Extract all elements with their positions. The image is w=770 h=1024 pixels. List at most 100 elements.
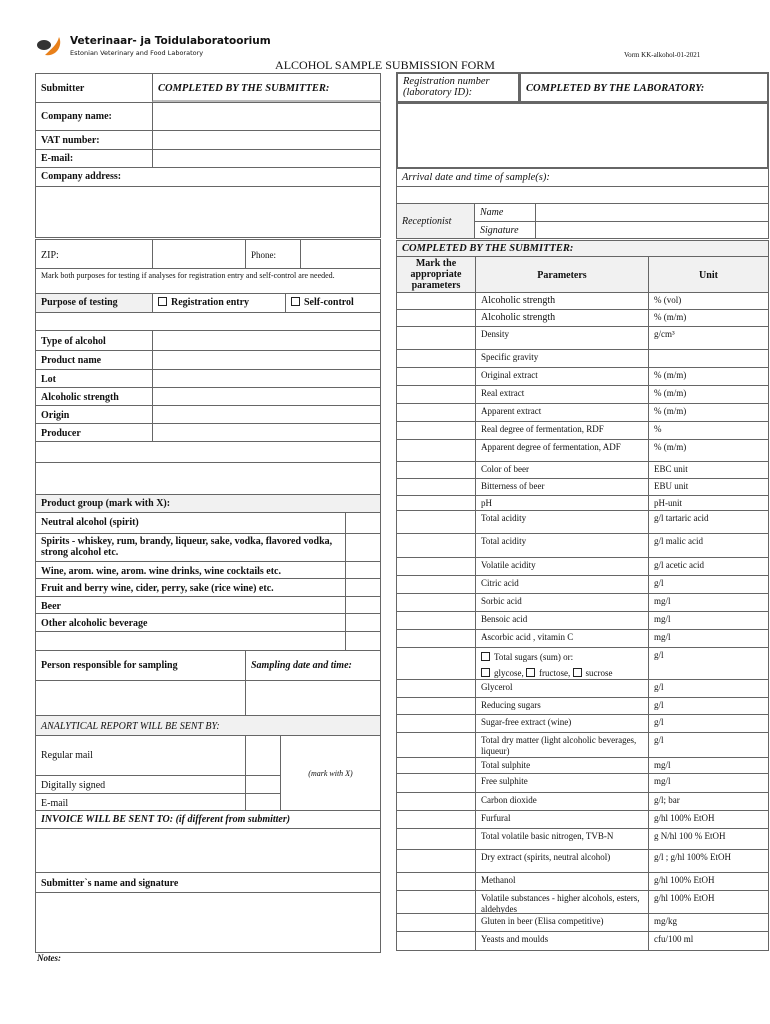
parameter-mark-cell[interactable] xyxy=(396,611,476,630)
product-group-mark[interactable] xyxy=(345,631,381,651)
parameter-mark-cell[interactable] xyxy=(396,679,476,698)
signature-input[interactable] xyxy=(35,892,381,953)
vat-input[interactable] xyxy=(152,130,381,150)
parameter-row: Glycerol xyxy=(475,679,649,698)
product-group-option: Other alcoholic beverage xyxy=(35,613,346,632)
glycose-label: glycose, xyxy=(494,668,524,678)
parameter-name: Methanol xyxy=(481,875,516,885)
arrival-input[interactable] xyxy=(396,186,769,204)
product-group-mark[interactable] xyxy=(345,561,381,579)
digitally-signed-mark[interactable] xyxy=(245,775,281,794)
producer-input[interactable] xyxy=(152,423,381,442)
parameter-unit: % xyxy=(648,421,769,440)
lot-input[interactable] xyxy=(152,369,381,388)
parameter-mark-cell[interactable] xyxy=(396,647,476,680)
parameter-mark-cell[interactable] xyxy=(396,872,476,891)
parameter-mark-cell[interactable] xyxy=(396,461,476,479)
col-params-header: Parameters xyxy=(475,256,649,293)
parameter-mark-cell[interactable] xyxy=(396,629,476,648)
parameter-mark-cell[interactable] xyxy=(396,714,476,733)
product-group-mark[interactable] xyxy=(345,596,381,614)
total-sugars-checkbox[interactable] xyxy=(481,652,490,661)
parameter-mark-cell[interactable] xyxy=(396,385,476,404)
receptionist-name-input[interactable] xyxy=(535,203,769,222)
parameter-mark-cell[interactable] xyxy=(396,557,476,576)
parameter-name: Alcoholic strength xyxy=(481,295,556,306)
parameter-row: Apparent extract xyxy=(475,403,649,422)
parameter-mark-cell[interactable] xyxy=(396,495,476,511)
company-name-label: Company name: xyxy=(35,102,153,131)
registration-entry-option[interactable]: Registration entry xyxy=(152,293,286,313)
parameter-name: Free sulphite xyxy=(481,776,528,786)
parameter-mark-cell[interactable] xyxy=(396,931,476,951)
parameter-mark-cell[interactable] xyxy=(396,367,476,386)
parameter-mark-cell[interactable] xyxy=(396,510,476,534)
product-group-option: Wine, arom. wine, arom. wine drinks, win… xyxy=(35,561,346,579)
parameter-mark-cell[interactable] xyxy=(396,810,476,829)
parameter-unit: g/l ; g/hl 100% EtOH xyxy=(648,849,769,873)
logo-icon xyxy=(37,37,61,56)
parameter-mark-cell[interactable] xyxy=(396,732,476,758)
person-sampling-input[interactable] xyxy=(35,680,246,716)
parameter-mark-cell[interactable] xyxy=(396,913,476,932)
regular-mail-mark[interactable] xyxy=(245,735,281,776)
company-address-input[interactable] xyxy=(35,186,381,238)
registration-entry-checkbox[interactable] xyxy=(158,297,167,306)
parameter-name: Volatile substances - higher alcohols, e… xyxy=(481,893,640,914)
parameter-mark-cell[interactable] xyxy=(396,439,476,462)
receptionist-signature-input[interactable] xyxy=(535,221,769,239)
producer-input-extra-2[interactable] xyxy=(35,462,381,495)
parameter-mark-cell[interactable] xyxy=(396,421,476,440)
email-input[interactable] xyxy=(152,149,381,168)
invoice-input[interactable] xyxy=(35,828,381,873)
parameter-name: Density xyxy=(481,329,509,339)
parameter-mark-cell[interactable] xyxy=(396,326,476,350)
type-of-alcohol-input[interactable] xyxy=(152,330,381,351)
glycose-checkbox[interactable] xyxy=(481,668,490,677)
product-name-input[interactable] xyxy=(152,350,381,370)
sampling-date-label: Sampling date and time: xyxy=(245,650,381,681)
zip-input[interactable] xyxy=(152,239,246,269)
self-control-checkbox[interactable] xyxy=(291,297,300,306)
parameter-mark-cell[interactable] xyxy=(396,309,476,327)
receptionist-label: Receptionist xyxy=(396,203,475,239)
parameter-mark-cell[interactable] xyxy=(396,773,476,793)
completed-by-submitter-heading-right: COMPLETED BY THE SUBMITTER: xyxy=(396,240,769,257)
sampling-date-input[interactable] xyxy=(245,680,381,716)
vat-label: VAT number: xyxy=(35,130,153,150)
parameter-mark-cell[interactable] xyxy=(396,533,476,558)
product-group-mark[interactable] xyxy=(345,578,381,597)
fructose-checkbox[interactable] xyxy=(526,668,535,677)
email-report-mark[interactable] xyxy=(245,793,281,811)
parameter-mark-cell[interactable] xyxy=(396,478,476,496)
parameter-mark-cell[interactable] xyxy=(396,890,476,914)
product-group-mark[interactable] xyxy=(345,512,381,534)
parameter-mark-cell[interactable] xyxy=(396,575,476,594)
parameter-unit: g/l xyxy=(648,575,769,594)
product-group-mark[interactable] xyxy=(345,613,381,632)
parameter-name: Gluten in beer (Elisa competitive) xyxy=(481,916,604,926)
parameter-mark-cell[interactable] xyxy=(396,757,476,774)
alcoholic-strength-input[interactable] xyxy=(152,387,381,406)
registration-number-input[interactable] xyxy=(396,102,769,169)
company-name-input[interactable] xyxy=(152,102,381,131)
parameter-mark-cell[interactable] xyxy=(396,403,476,422)
parameter-mark-cell[interactable] xyxy=(396,593,476,612)
parameter-mark-cell[interactable] xyxy=(396,292,476,310)
parameter-mark-cell[interactable] xyxy=(396,697,476,715)
parameter-row: Original extract xyxy=(475,367,649,386)
parameter-mark-cell[interactable] xyxy=(396,828,476,850)
phone-input[interactable] xyxy=(300,239,381,269)
parameter-mark-cell[interactable] xyxy=(396,349,476,368)
parameter-mark-cell[interactable] xyxy=(396,849,476,873)
product-group-mark[interactable] xyxy=(345,533,381,562)
producer-input-extra[interactable] xyxy=(35,441,381,463)
product-group-other-input[interactable] xyxy=(35,631,346,651)
sucrose-checkbox[interactable] xyxy=(572,668,582,677)
origin-input[interactable] xyxy=(152,405,381,424)
parameter-unit: pH-unit xyxy=(648,495,769,511)
self-control-option[interactable]: Self-control xyxy=(285,293,381,313)
parameter-row: Real extract xyxy=(475,385,649,404)
arrival-label: Arrival date and time of sample(s): xyxy=(396,168,769,187)
parameter-mark-cell[interactable] xyxy=(396,792,476,811)
